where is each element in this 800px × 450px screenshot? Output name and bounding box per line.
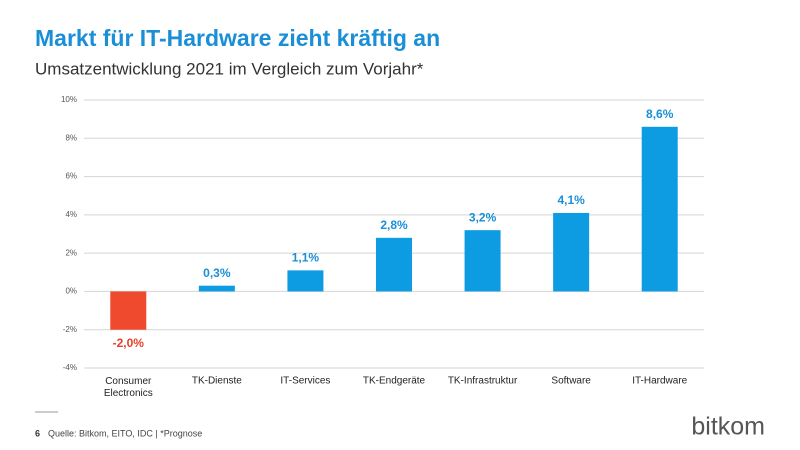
bar: [198, 285, 235, 292]
value-label: -2,0%: [113, 336, 145, 350]
y-tick-label: 0%: [65, 287, 77, 296]
y-tick-label: 6%: [65, 172, 77, 181]
bar: [553, 212, 590, 292]
y-tick-label: -4%: [63, 363, 77, 372]
value-label: 0,3%: [203, 266, 231, 280]
value-label: 2,8%: [380, 218, 408, 232]
bar: [464, 230, 501, 292]
y-tick-label: 10%: [61, 95, 77, 104]
bar: [287, 270, 324, 292]
page-number: 6: [35, 428, 40, 438]
bar: [641, 126, 678, 292]
x-tick-label: TK-Dienste: [192, 376, 242, 387]
x-tick-label: Consumer Electronics: [104, 376, 153, 399]
x-tick-label: Software: [551, 376, 591, 387]
value-label: 8,6%: [646, 107, 674, 121]
logo: bitkom: [691, 413, 765, 441]
x-tick-label: IT-Hardware: [632, 376, 687, 387]
value-label: 1,1%: [292, 251, 320, 265]
chart-title: Markt für IT-Hardware zieht kräftig an: [35, 25, 440, 51]
x-tick-label: TK-Infrastruktur: [448, 376, 518, 387]
bar: [376, 237, 412, 292]
x-tick-label: TK-Endgeräte: [363, 376, 426, 387]
x-tick-label: IT-Services: [280, 376, 330, 387]
y-tick-label: 8%: [65, 133, 77, 142]
y-tick-label: -2%: [63, 325, 77, 334]
y-tick-label: 2%: [65, 248, 77, 257]
bar: [110, 291, 147, 330]
y-tick-label: 4%: [65, 210, 77, 219]
chart-subtitle: Umsatzentwicklung 2021 im Vergleich zum …: [35, 59, 424, 78]
source-note: Quelle: Bitkom, EITO, IDC | *Prognose: [48, 428, 202, 438]
value-label: 3,2%: [469, 210, 497, 224]
value-label: 4,1%: [557, 193, 585, 207]
